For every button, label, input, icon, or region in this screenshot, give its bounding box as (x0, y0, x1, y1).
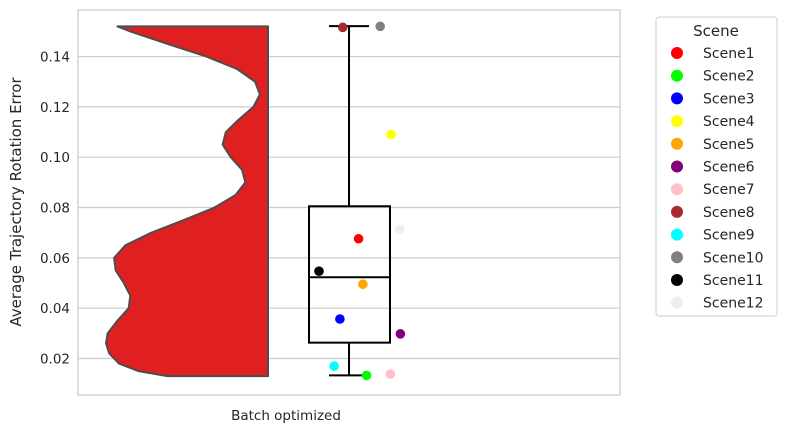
legend-label-scene2: Scene2 (703, 69, 755, 85)
legend-label-scene1: Scene1 (703, 46, 755, 62)
legend: Scene Scene1Scene2Scene3Scene4Scene5Scen… (655, 16, 778, 317)
y-tick-label: 0.04 (40, 301, 70, 317)
legend-title: Scene (693, 22, 739, 40)
x-category-label: Batch optimized (231, 408, 341, 424)
legend-label-scene5: Scene5 (703, 137, 755, 153)
y-axis-label: Average Trajectory Rotation Error (7, 77, 25, 327)
point-scene5 (358, 279, 368, 290)
point-scene1 (353, 233, 364, 244)
point-scene2 (361, 370, 372, 381)
legend-marker-scene4 (671, 115, 683, 128)
legend-marker-scene12 (671, 296, 683, 309)
legend-marker-scene5 (671, 137, 683, 150)
legend-label-scene3: Scene3 (703, 91, 755, 107)
legend-label-scene11: Scene11 (703, 273, 764, 289)
point-scene9 (329, 361, 339, 371)
legend-marker-scene3 (671, 92, 683, 105)
y-tick-label: 0.14 (40, 50, 70, 66)
legend-marker-scene2 (671, 69, 683, 82)
legend-marker-scene7 (671, 183, 683, 196)
legend-frame (655, 16, 778, 317)
legend-marker-scene9 (671, 228, 683, 241)
legend-label-scene10: Scene10 (703, 250, 764, 266)
y-tick-label: 0.02 (40, 352, 70, 368)
legend-label-scene7: Scene7 (703, 182, 755, 198)
legend-marker-scene10 (671, 251, 683, 264)
point-scene8 (337, 22, 348, 33)
legend-items: Scene1 Scene2 Scene3 Scene4 Scene5 Scene6 Scen… (671, 46, 764, 312)
plot-frame (77, 9, 621, 396)
legend-label-scene4: Scene4 (703, 114, 755, 130)
legend-label-scene12: Scene12 (703, 296, 764, 312)
point-scene12 (394, 224, 405, 235)
y-tick-label: 0.10 (40, 150, 70, 166)
point-scene6 (395, 329, 406, 339)
point-scene7 (385, 369, 396, 379)
y-tick-label: 0.08 (40, 201, 70, 217)
y-tick-label: 0.06 (40, 251, 70, 267)
legend-label-scene8: Scene8 (703, 205, 755, 221)
legend-marker-scene6 (671, 160, 683, 173)
violin-shape (105, 25, 269, 378)
legend-marker-scene11 (671, 274, 683, 286)
legend-marker-scene1 (671, 47, 683, 59)
legend-label-scene6: Scene6 (703, 160, 755, 176)
legend-label-scene9: Scene9 (703, 228, 755, 244)
legend-marker-scene8 (671, 205, 683, 218)
scene-points (314, 21, 406, 381)
point-scene3 (335, 314, 345, 324)
point-scene10 (375, 21, 386, 32)
y-tick-label: 0.12 (40, 100, 70, 116)
violin-group (105, 25, 269, 378)
box-plot (308, 25, 391, 377)
point-scene11 (314, 266, 324, 277)
y-axis-ticks: 0.02 0.04 0.06 0.08 0.10 0.12 0.14 (40, 50, 70, 368)
point-scene4 (386, 129, 396, 140)
